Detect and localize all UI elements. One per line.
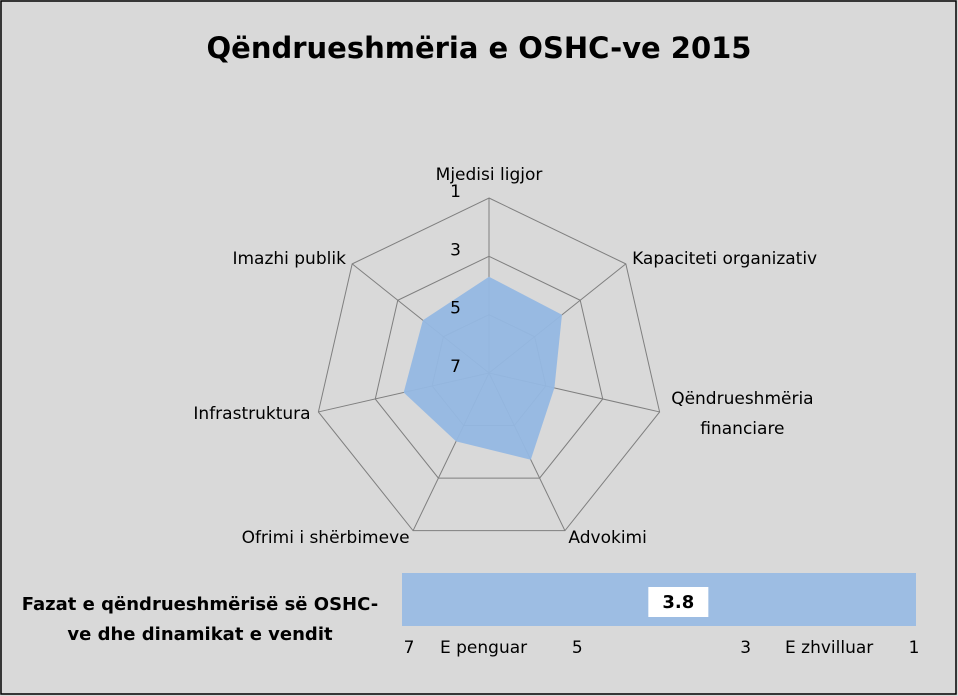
grid-ring — [317, 197, 661, 532]
category-label: Kapaciteti organizativ — [632, 248, 818, 269]
value-label: 3.8 — [662, 592, 694, 613]
x-tick-label: 5 — [572, 638, 583, 658]
chart-title: Qëndrueshmëria e OSHC-ve 2015 — [207, 31, 752, 65]
category-label: Advokimi — [568, 527, 647, 548]
annotation: E zhvilluar — [785, 638, 873, 658]
r-tick-label: 1 — [450, 182, 461, 202]
category-label: Qëndrueshmëria financiare — [671, 388, 814, 439]
r-tick-label: 5 — [450, 299, 461, 319]
annotation: E penguar — [440, 638, 527, 658]
indicator-title: Fazat e qëndrueshmërisë së OSHC-ve dhe d… — [21, 594, 379, 645]
category-label: Ofrimi i shërbimeve — [241, 527, 410, 548]
x-tick-label: 3 — [740, 638, 751, 658]
category-label: Infrastruktura — [193, 403, 311, 424]
grid-ring — [374, 255, 604, 479]
r-tick-label: 7 — [450, 357, 461, 377]
category-label: Imazhi publik — [232, 248, 346, 269]
value-box — [648, 587, 709, 617]
r-tick-label: 3 — [450, 240, 461, 260]
radar-area — [403, 276, 562, 460]
x-tick-label: 1 — [909, 638, 920, 658]
x-tick-label: 7 — [404, 638, 415, 658]
category-label: Mjedisi ligjor — [435, 165, 543, 185]
